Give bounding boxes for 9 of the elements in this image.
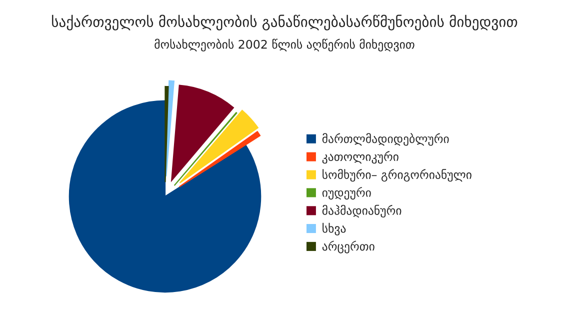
legend-label: არცერთი: [322, 240, 374, 254]
legend-label: მაჰმადიანური: [322, 204, 402, 218]
chart-subtitle: მოსახლეობის 2002 წლის აღწერის მიხედვით: [154, 38, 414, 52]
legend-label: სხვა: [322, 222, 346, 236]
legend-label: სომხური– გრიგორიანული: [322, 168, 472, 182]
chart-title: საქართველოს მოსახლეობის განაწილებასარწმუნოების მიხედვით: [52, 14, 518, 30]
legend-label: იუდეური: [322, 186, 371, 200]
legend-label: კათოლიკური: [322, 151, 398, 164]
legend-label: მართლმადიდებლური: [322, 133, 449, 146]
